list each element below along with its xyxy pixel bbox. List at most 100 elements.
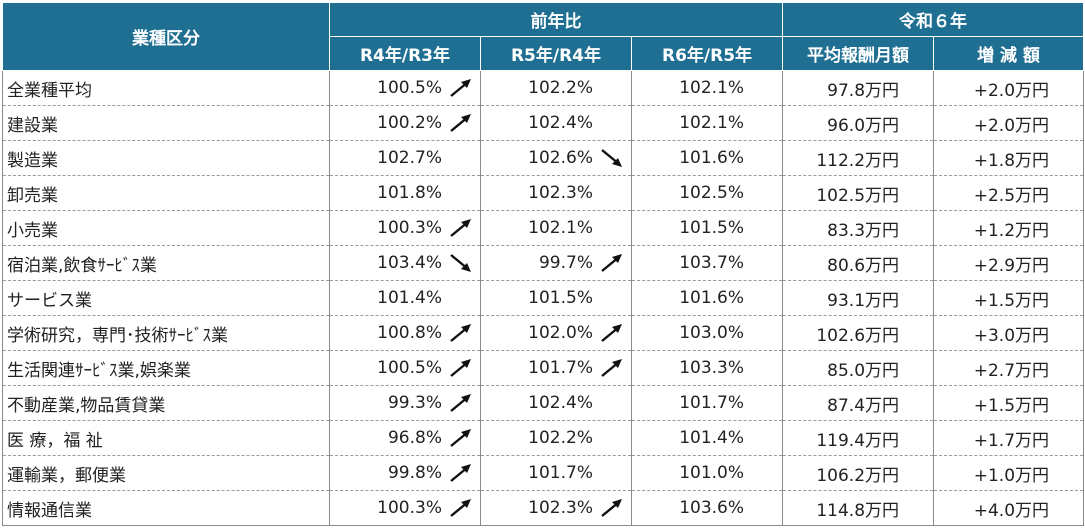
ratio-r4r3-value: 99.3% bbox=[387, 393, 442, 413]
ratio-r5r4: 102.1% bbox=[480, 210, 632, 246]
industry-label: 卸売業 bbox=[2, 175, 330, 211]
table-row: 小売業 100.3% 102.1% 101.5% 83.3万円 +1.2万円 bbox=[2, 210, 1085, 246]
pay-diff: +1.2万円 bbox=[933, 210, 1085, 246]
industry-label: 建設業 bbox=[2, 105, 330, 141]
avg-monthly-pay: 106.2万円 bbox=[782, 455, 935, 491]
ratio-r4r3-value: 101.8% bbox=[377, 183, 442, 203]
arrow-up-icon bbox=[448, 497, 474, 519]
ratio-r4r3-value: 100.5% bbox=[377, 358, 442, 378]
avg-monthly-pay: 93.1万円 bbox=[782, 280, 935, 316]
arrow-up-icon bbox=[448, 462, 474, 484]
ratio-r6r5: 103.6% bbox=[630, 490, 784, 526]
ratio-r5r4: 102.3% bbox=[480, 175, 632, 211]
industry-label: 医 療，福 祉 bbox=[2, 420, 330, 456]
pay-diff: +1.8万円 bbox=[933, 140, 1085, 176]
arrow-up-icon bbox=[599, 357, 625, 379]
arrow-up-icon bbox=[448, 357, 474, 379]
industry-label: サービス業 bbox=[2, 280, 330, 316]
ratio-r5r4: 101.7% bbox=[480, 455, 632, 491]
arrow-down-icon bbox=[601, 149, 622, 167]
avg-monthly-pay: 102.6万円 bbox=[782, 315, 935, 351]
arrow-up-icon bbox=[450, 114, 471, 132]
ratio-r4r3-value: 102.7% bbox=[377, 148, 442, 168]
header-diff: 増 減 額 bbox=[933, 36, 1085, 71]
ratio-r4r3: 99.8% bbox=[329, 455, 481, 491]
ratio-r4r3-value: 103.4% bbox=[377, 253, 442, 273]
header-r4r3: R4年/R3年 bbox=[329, 36, 481, 71]
ratio-r6r5-value: 102.5% bbox=[679, 183, 745, 203]
header-r5r4: R5年/R4年 bbox=[480, 36, 632, 71]
arrow-up-icon bbox=[448, 217, 474, 239]
ratio-r5r4-value: 102.0% bbox=[528, 323, 593, 343]
ratio-r4r3: 96.8% bbox=[329, 420, 481, 456]
table-row: 建設業 100.2% 102.4% 102.1% 96.0万円 +2.0万円 bbox=[2, 105, 1085, 141]
pay-diff: +2.7万円 bbox=[933, 350, 1085, 386]
ratio-r5r4-value: 102.3% bbox=[528, 498, 593, 518]
ratio-r6r5: 101.5% bbox=[630, 210, 784, 246]
arrow-up-icon bbox=[450, 499, 471, 517]
arrow-up-icon bbox=[450, 359, 471, 377]
pay-diff: +1.5万円 bbox=[933, 280, 1085, 316]
avg-monthly-pay: 96.0万円 bbox=[782, 105, 935, 141]
ratio-r6r5: 101.6% bbox=[630, 140, 784, 176]
avg-monthly-pay: 83.3万円 bbox=[782, 210, 935, 246]
ratio-r6r5-value: 103.7% bbox=[679, 253, 745, 273]
ratio-r4r3: 101.8% bbox=[329, 175, 481, 211]
ratio-r5r4: 102.2% bbox=[480, 420, 632, 456]
arrow-up-icon bbox=[450, 324, 471, 342]
ratio-r4r3: 102.7% bbox=[329, 140, 481, 176]
pay-diff: +2.5万円 bbox=[933, 175, 1085, 211]
table-row: サービス業 101.4% 101.5% 101.6% 93.1万円 +1.5万円 bbox=[2, 280, 1085, 316]
ratio-r6r5-value: 101.0% bbox=[679, 463, 745, 483]
table-row: 不動産業,物品賃貸業 99.3% 102.4% 101.7% 87.4万円 +1.5万円 bbox=[2, 385, 1085, 421]
avg-monthly-pay: 85.0万円 bbox=[782, 350, 935, 386]
ratio-r6r5-value: 101.5% bbox=[679, 218, 745, 238]
ratio-r4r3: 100.3% bbox=[329, 490, 481, 526]
ratio-r5r4: 102.6% bbox=[480, 140, 632, 176]
avg-monthly-pay: 119.4万円 bbox=[782, 420, 935, 456]
avg-monthly-pay: 87.4万円 bbox=[782, 385, 935, 421]
ratio-r6r5: 101.4% bbox=[630, 420, 784, 456]
industry-label: 製造業 bbox=[2, 140, 330, 176]
ratio-r5r4-value: 102.3% bbox=[528, 183, 593, 203]
ratio-r6r5: 101.7% bbox=[630, 385, 784, 421]
ratio-r6r5: 103.7% bbox=[630, 245, 784, 281]
arrow-up-icon bbox=[601, 324, 622, 342]
avg-monthly-pay: 97.8万円 bbox=[782, 70, 935, 106]
arrow-up-icon bbox=[450, 79, 471, 97]
table-row: 学術研究，専門･技術ｻｰﾋﾞｽ業 100.8% 102.0% 103.0% 102.6万… bbox=[2, 315, 1085, 351]
ratio-r6r5-value: 101.4% bbox=[679, 428, 745, 448]
header-category: 業種区分 bbox=[2, 2, 330, 71]
industry-label: 不動産業,物品賃貸業 bbox=[2, 385, 330, 421]
ratio-r4r3: 100.3% bbox=[329, 210, 481, 246]
arrow-up-icon bbox=[450, 394, 471, 412]
arrow-up-icon bbox=[599, 497, 625, 519]
ratio-r6r5-value: 102.1% bbox=[679, 78, 745, 98]
header-yoy-group: 前年比 bbox=[328, 2, 784, 37]
ratio-r6r5-value: 103.3% bbox=[679, 358, 745, 378]
ratio-r6r5-value: 103.6% bbox=[679, 498, 745, 518]
avg-monthly-pay: 80.6万円 bbox=[782, 245, 935, 281]
ratio-r5r4-value: 101.7% bbox=[528, 358, 593, 378]
ratio-r5r4: 101.5% bbox=[480, 280, 632, 316]
ratio-r5r4: 102.0% bbox=[480, 315, 632, 351]
ratio-r4r3-value: 100.8% bbox=[377, 323, 442, 343]
ratio-r5r4-value: 101.7% bbox=[528, 463, 593, 483]
industry-label: 情報通信業 bbox=[2, 490, 330, 526]
arrow-up-icon bbox=[450, 429, 471, 447]
arrow-up-icon bbox=[448, 427, 474, 449]
ratio-r4r3-value: 100.3% bbox=[377, 218, 442, 238]
ratio-r5r4: 102.3% bbox=[480, 490, 632, 526]
ratio-r5r4-value: 102.2% bbox=[528, 78, 593, 98]
table-row: 宿泊業,飲食ｻｰﾋﾞｽ業 103.4% 99.7% 103.7% 80.6万円 +2.9万… bbox=[2, 245, 1085, 281]
ratio-r5r4: 102.4% bbox=[480, 105, 632, 141]
industry-label: 小売業 bbox=[2, 210, 330, 246]
arrow-up-icon bbox=[601, 254, 622, 272]
ratio-r5r4: 102.2% bbox=[480, 70, 632, 106]
pay-diff: +1.5万円 bbox=[933, 385, 1085, 421]
ratio-r5r4-value: 102.4% bbox=[528, 113, 593, 133]
table-body: 全業種平均 100.5% 102.2% 102.1% 97.8万円 +2.0万円 建設業 10… bbox=[2, 70, 1085, 526]
ratio-r6r5: 102.1% bbox=[630, 70, 784, 106]
ratio-r6r5: 102.5% bbox=[630, 175, 784, 211]
